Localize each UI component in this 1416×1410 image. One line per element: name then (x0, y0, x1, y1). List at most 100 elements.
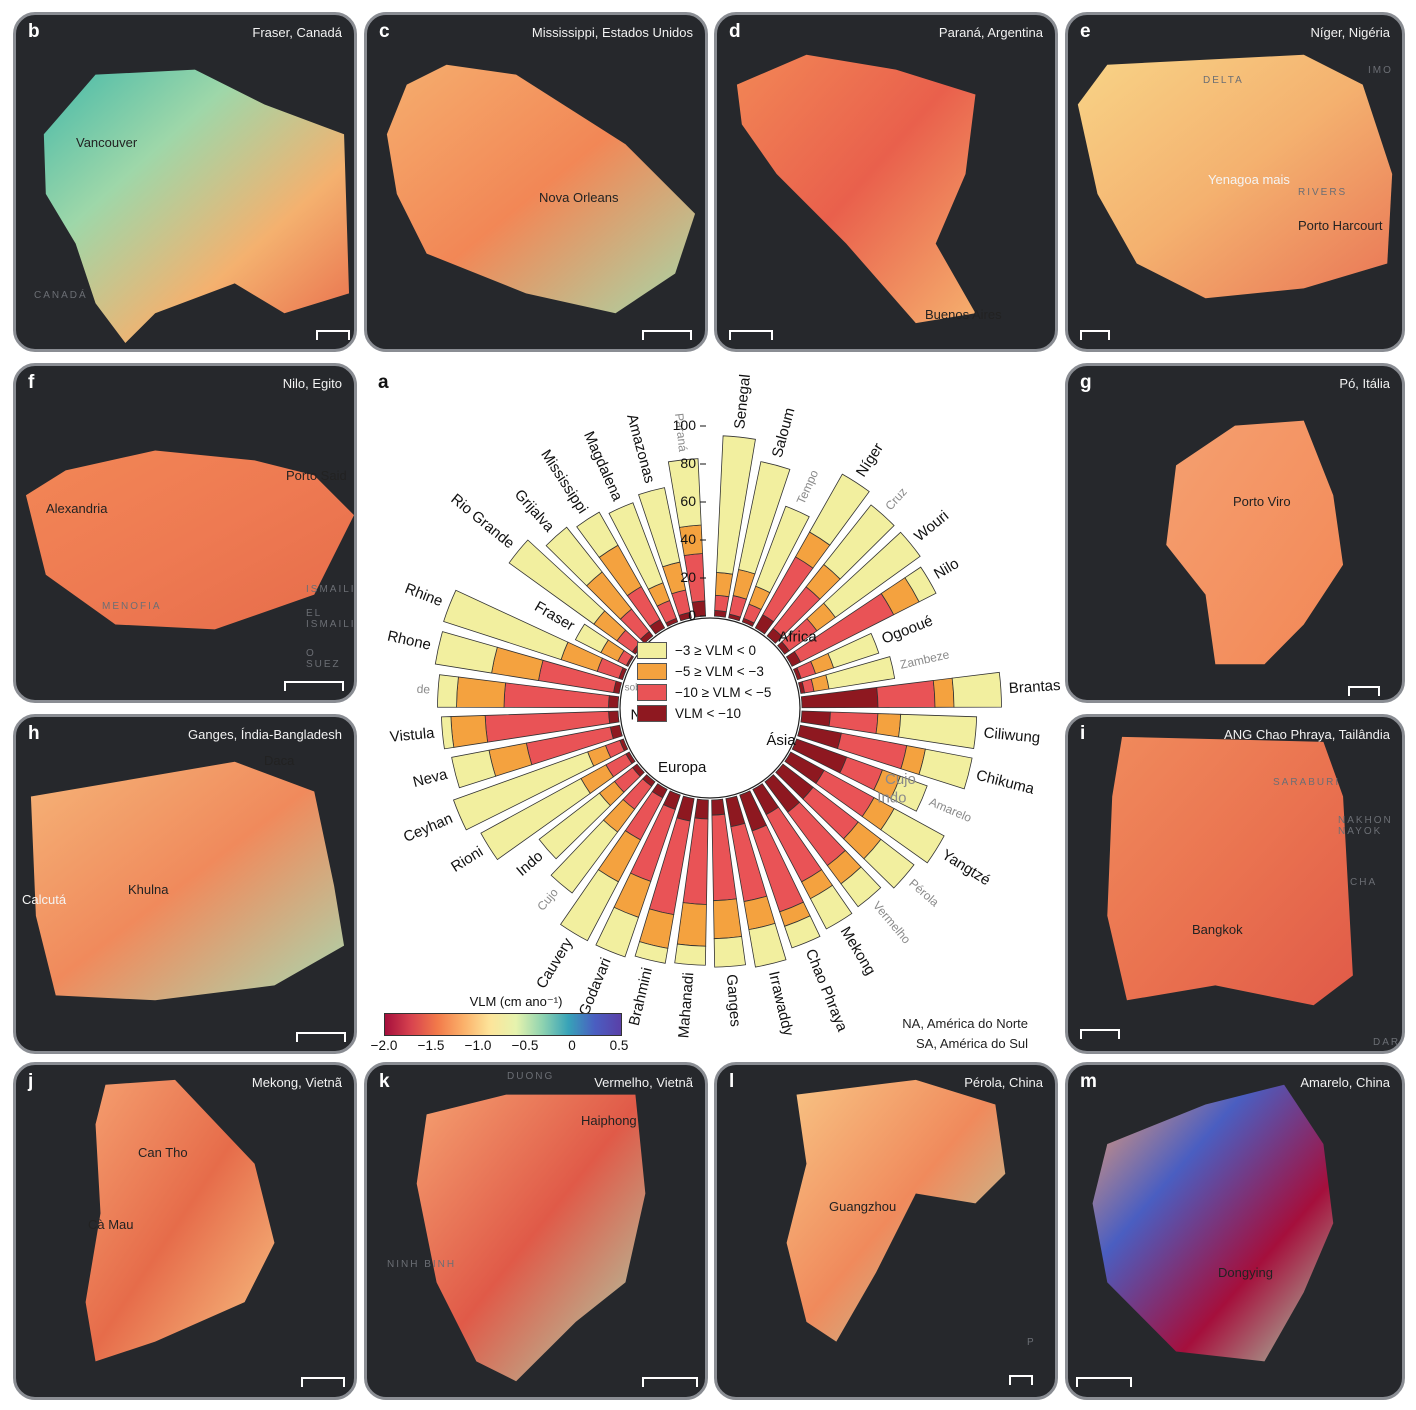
bar-segment-Senegal (714, 594, 730, 613)
city-label: Yenagoa mais (1208, 172, 1290, 187)
bar-segment-Irrawaddy (748, 922, 787, 968)
bar-segment-Nilo (904, 566, 937, 603)
bar-segment-Brantas (932, 677, 955, 708)
bar-segment-Ogooué (827, 632, 880, 669)
panel-title: Fraser, Canadá (252, 25, 342, 40)
delta-map (1107, 736, 1353, 1006)
bar-segment-Chao Phraya (784, 915, 821, 949)
bar-label: Rio Grande (447, 491, 517, 553)
delta-region (25, 450, 354, 630)
bar-label: Yangtzé (939, 846, 994, 889)
scale-bar (1080, 1029, 1120, 1039)
scale-bar (284, 681, 344, 691)
bar-label: Senegal (731, 373, 754, 430)
delta-map (43, 69, 350, 344)
region-label: Europa (658, 759, 707, 776)
region-label: Indo (877, 790, 906, 807)
map-place-label: O SUEZ (306, 648, 341, 670)
panel-letter: f (28, 372, 35, 393)
city-label: Cà Mau (88, 1217, 134, 1232)
bar-segment-Rhone (434, 631, 498, 674)
delta-region (786, 1079, 1006, 1342)
legend-label: VLM < −10 (675, 706, 742, 721)
bar-label: Wouri (911, 507, 952, 545)
scale-bar (316, 330, 350, 340)
scale-bar (642, 1377, 698, 1387)
map-place-label: NAKHON NAYOK (1338, 815, 1393, 837)
panel-title: Ganges, Índia-Bangladesh (188, 727, 342, 742)
radial-tick-label: 0 (688, 607, 696, 623)
legend-swatch (637, 663, 667, 680)
panel-letter-a: a (378, 372, 389, 393)
scale-bar (1348, 686, 1380, 696)
region-label: Africa (778, 628, 817, 645)
city-label: Buenos Aires (925, 307, 1002, 322)
delta-region (43, 69, 350, 344)
map-panel-f: f Nilo, Egito Alexandria Porto Said MENOFIA I… (13, 363, 357, 703)
delta-map (25, 450, 354, 630)
map-panel-i: i ANG Chao Phraya, Tailândia Bangkok SARABU… (1065, 714, 1405, 1054)
delta-map (1092, 1084, 1334, 1362)
region-label: Ásia (766, 732, 796, 749)
delta-region (416, 1094, 646, 1382)
delta-map (30, 761, 345, 1001)
bar-segment-Saloum (738, 461, 791, 575)
bar-segment-Vistula (608, 710, 620, 724)
bar-segment-Brahmini (638, 908, 675, 949)
bar-segment-Mahanadi (676, 902, 707, 947)
map-place-label: EL ISMAILIANO (306, 608, 356, 630)
delta-region (30, 761, 345, 1001)
bar-label: Chikuma (974, 767, 1036, 798)
bar-segment-Senegal (716, 435, 756, 575)
bar-segment-de (437, 674, 459, 708)
panel-title: ANG Chao Phraya, Tailândia (1224, 727, 1390, 742)
map-panel-j: j Mekong, Vietnã Can Tho Cà Mau (13, 1062, 357, 1400)
bar-label: Cruz (882, 485, 909, 513)
bar-label: Mahanadi (675, 972, 697, 1039)
city-label: Porto Viro (1233, 494, 1291, 509)
note-na: NA, América do Norte (902, 1016, 1028, 1031)
panel-title: Vermelho, Vietnã (594, 1075, 693, 1090)
bar-label: Magdalena (580, 429, 626, 504)
panel-letter: d (729, 21, 741, 42)
radial-tick-label: 20 (680, 569, 696, 585)
panel-letter: b (28, 21, 40, 42)
bar-segment-Saloum (728, 595, 747, 618)
bar-label: Indo (513, 848, 546, 880)
city-label: Alexandria (46, 501, 108, 516)
scale-bar (1076, 1377, 1132, 1387)
delta-region (1107, 736, 1353, 1006)
bar-label: Rhone (386, 628, 433, 654)
scale-bar (642, 330, 692, 340)
bar-segment-Wouri (823, 531, 921, 619)
bar-segment-Senegal (714, 572, 734, 598)
bar-segment-Chikuma (918, 748, 973, 790)
city-label: Porto Said (286, 468, 347, 483)
map-place-label: DELTA (1203, 75, 1244, 86)
bar-label: Pérola (906, 876, 942, 910)
delta-region (736, 54, 976, 324)
delta-region (386, 64, 696, 314)
panel-letter: g (1080, 372, 1092, 393)
bar-label: Nilo (931, 555, 962, 583)
bar-segment-Vermelho (840, 866, 882, 908)
bar-label: Grijalva (511, 486, 558, 536)
inner-circle (619, 617, 801, 799)
bar-segment-Paraná (667, 458, 702, 528)
bar-segment-Pérola (863, 838, 915, 889)
bar-segment-Grijalva (545, 526, 603, 587)
bar-segment-Brantas (951, 671, 1002, 708)
bar-label: Amazonas (623, 412, 658, 485)
bar-segment-Brantas (876, 680, 936, 708)
legend-swatch (637, 642, 667, 659)
colorbar-tick: −1.0 (464, 1038, 492, 1053)
delta-region (1077, 54, 1393, 299)
bar-label: Amarelo (927, 795, 974, 826)
map-place-label: RIVERS (1298, 187, 1348, 198)
bar-label: Cujo (534, 885, 561, 913)
bar-label: Zambeze (899, 647, 951, 672)
panel-letter: k (379, 1071, 390, 1092)
colorbar-title: VLM (cm ano⁻¹) (469, 994, 563, 1009)
bar-label: Rhine (402, 580, 445, 610)
map-panel-g: g Pó, Itália Porto Viro (1065, 363, 1405, 703)
